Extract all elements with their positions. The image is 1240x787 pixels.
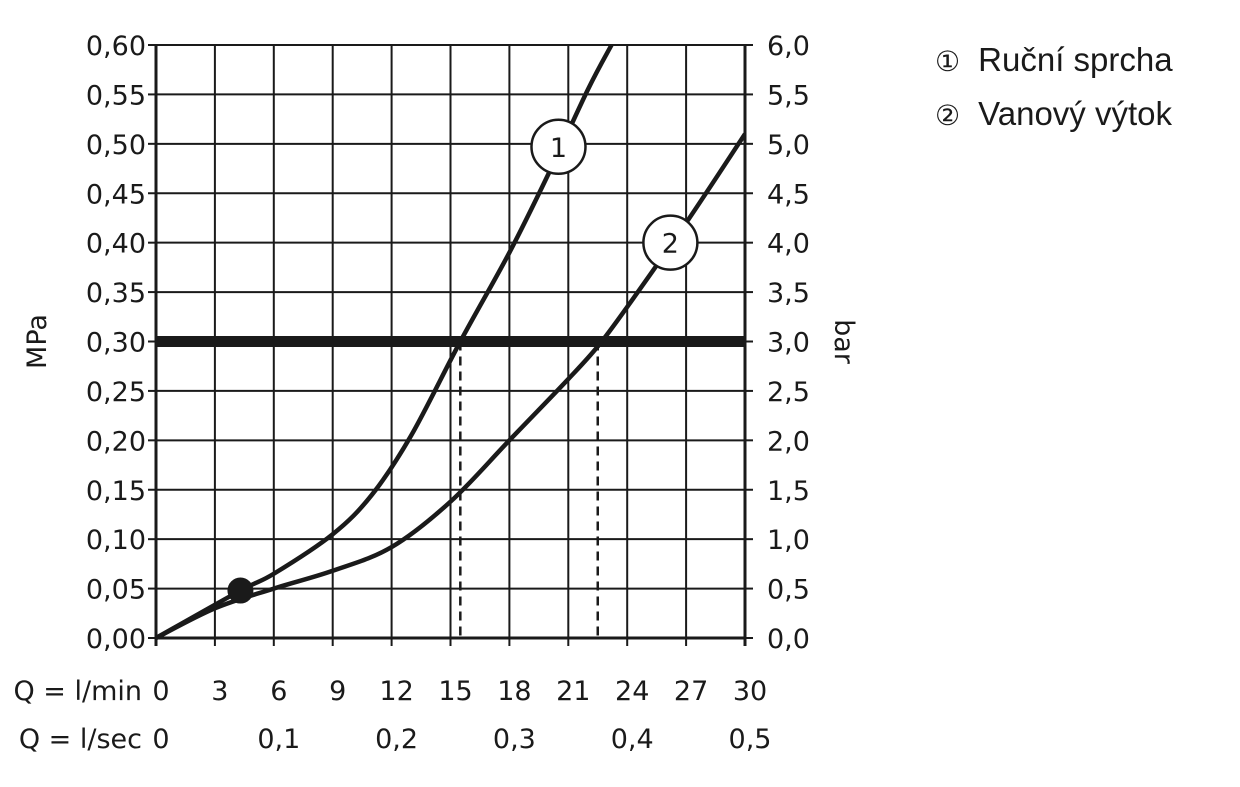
y-right-tick-label: 5,5	[767, 80, 810, 111]
x-lmin-tick-label: 18	[497, 676, 531, 707]
y-right-tick-label: 3,5	[767, 278, 810, 309]
y-right-tick-label: 4,5	[767, 179, 810, 210]
x-lmin-tick-label: 27	[674, 676, 708, 707]
y-left-tick-label: 0,10	[86, 525, 146, 556]
x-lmin-axis-title: Q = l/min	[13, 676, 142, 707]
y-right-tick-label: 0,0	[767, 624, 810, 655]
y-left-tick-label: 0,40	[86, 229, 146, 260]
y-right-tick-label: 5,0	[767, 130, 810, 161]
y-left-tick-label: 0,35	[86, 278, 146, 309]
y-left-tick-label: 0,55	[86, 80, 146, 111]
x-lmin-tick-label: 21	[556, 676, 590, 707]
series-marker-label-2: 2	[662, 229, 679, 260]
legend-marker-1: ①	[935, 46, 961, 77]
x-lmin-tick-label: 3	[211, 676, 228, 707]
x-lmin-tick-label: 24	[615, 676, 649, 707]
dashed-drop-lines	[459, 341, 599, 638]
x-lmin-tick-label: 15	[438, 676, 472, 707]
y-right-tick-label: 6,0	[767, 31, 810, 62]
x-lmin-tick-label: 9	[329, 676, 346, 707]
legend-item-1: ① Ruční sprcha	[935, 38, 1173, 92]
y-left-tick-label: 0,15	[86, 476, 146, 507]
y-left-tick-label: 0,25	[86, 377, 146, 408]
series-line-2	[156, 132, 745, 640]
x-lmin-tick-label: 12	[379, 676, 413, 707]
legend: ① Ruční sprcha ② Vanový výtok	[935, 38, 1173, 146]
series-markers: 12	[227, 118, 699, 604]
y-left-tick-label: 0,30	[86, 328, 146, 359]
x-lsec-tick-label: 0,1	[257, 724, 300, 755]
y-right-axis-title: bar	[828, 319, 859, 365]
x-lsec-tick-label: 0,5	[729, 724, 772, 755]
y-right-tick-label: 2,0	[767, 426, 810, 457]
x-lmin-tick-label: 30	[733, 676, 767, 707]
y-right-tick-label: 4,0	[767, 229, 810, 260]
y-left-tick-label: 0,50	[86, 130, 146, 161]
y-right-tick-label: 1,0	[767, 525, 810, 556]
x-lsec-tick-label: 0,4	[611, 724, 654, 755]
x-lsec-axis-title: Q = l/sec	[19, 724, 142, 755]
legend-label-2: Vanový výtok	[978, 95, 1172, 132]
y-left-tick-label: 0,00	[86, 624, 146, 655]
series-marker-circle-2	[642, 214, 699, 271]
legend-marker-2: ②	[935, 100, 961, 131]
series-marker-circle-1	[530, 118, 587, 176]
y-left-axis-title: MPa	[22, 314, 53, 369]
y-left-tick-label: 0,05	[86, 575, 146, 606]
x-lsec-tick-label: 0	[152, 724, 169, 755]
y-left-tick-label: 0,60	[86, 31, 146, 62]
y-left-tick-label: 0,20	[86, 426, 146, 457]
legend-label-1: Ruční sprcha	[978, 41, 1173, 78]
legend-item-2: ② Vanový výtok	[935, 92, 1173, 146]
operating-point-dot	[227, 577, 254, 604]
x-lsec-tick-label: 0,3	[493, 724, 536, 755]
axes	[148, 44, 753, 646]
x-lmin-tick-label: 6	[270, 676, 287, 707]
y-left-tick-label: 0,45	[86, 179, 146, 210]
x-lsec-tick-label: 0,2	[375, 724, 418, 755]
y-right-tick-label: 2,5	[767, 377, 810, 408]
y-right-tick-label: 3,0	[767, 328, 810, 359]
x-lmin-tick-label: 0	[152, 676, 169, 707]
tick-labels: 0,000,050,100,150,200,250,300,350,400,45…	[13, 31, 859, 755]
y-right-tick-label: 1,5	[767, 476, 810, 507]
y-right-tick-label: 0,5	[767, 575, 810, 606]
series-marker-label-1: 1	[550, 133, 567, 164]
